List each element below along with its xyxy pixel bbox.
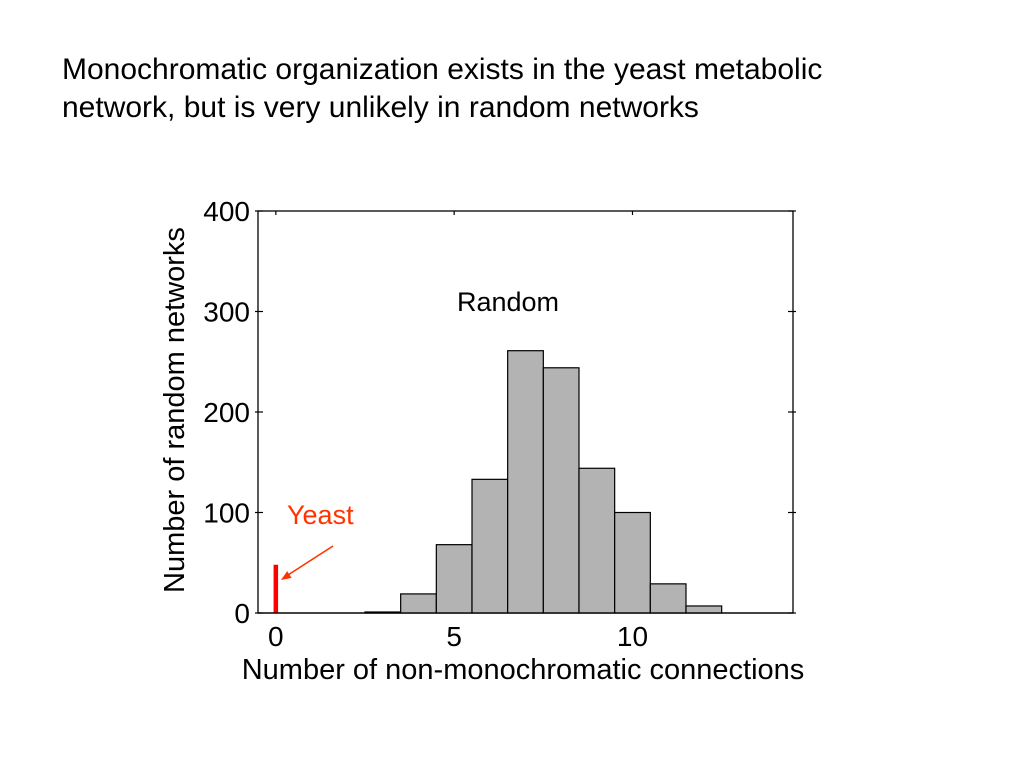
- histogram-bar: [614, 511, 651, 614]
- yeast-arrow-head: [281, 571, 292, 580]
- y-tick-label: 0: [234, 598, 250, 629]
- random-annotation: Random: [457, 287, 559, 317]
- yeast-arrow: [281, 545, 334, 580]
- yeast-arrow-shaft: [287, 545, 334, 576]
- yeast-annotation: Yeast: [287, 500, 354, 530]
- x-tick-label: 0: [268, 621, 284, 652]
- y-tick-label: 100: [203, 498, 250, 529]
- histogram-bar: [685, 605, 723, 614]
- histogram-bar: [400, 593, 437, 614]
- histogram-bar: [542, 367, 580, 614]
- y-tick-label: 200: [203, 397, 250, 428]
- histogram-bar: [649, 583, 687, 614]
- histogram-bar: [578, 467, 616, 614]
- histogram-bar: [471, 478, 509, 614]
- x-tick-label: 5: [446, 621, 462, 652]
- y-tick-label: 300: [203, 297, 250, 328]
- chart-marks: [258, 564, 793, 614]
- histogram-bars: [364, 350, 723, 614]
- slide-title: Monochromatic organization exists in the…: [62, 53, 823, 124]
- y-axis-label: Number of random networks: [159, 227, 191, 593]
- y-tick-label: 400: [203, 196, 250, 227]
- histogram-bar: [435, 544, 473, 614]
- histogram-bar: [507, 350, 544, 614]
- x-tick-label: 10: [617, 621, 648, 652]
- x-axis-label: Number of non-monochromatic connections: [242, 654, 805, 686]
- axis-ticks: 0 100 200 300 400 0 5 10: [203, 196, 796, 652]
